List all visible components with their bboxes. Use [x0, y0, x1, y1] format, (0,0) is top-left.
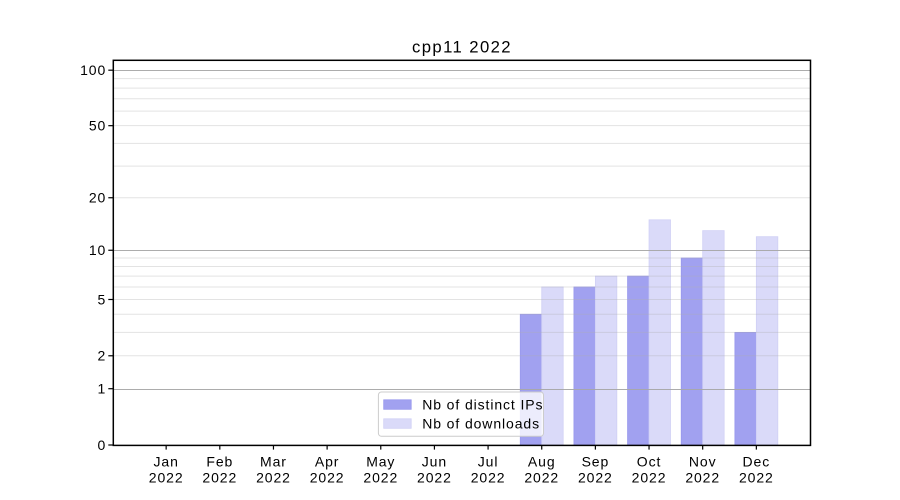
svg-text:Dec: Dec — [743, 454, 771, 470]
svg-text:Sep: Sep — [582, 454, 610, 470]
svg-text:20: 20 — [89, 190, 106, 206]
svg-text:2022: 2022 — [363, 470, 398, 486]
svg-text:Jul: Jul — [478, 454, 499, 470]
svg-text:Feb: Feb — [206, 454, 233, 470]
svg-text:2022: 2022 — [310, 470, 345, 486]
svg-text:50: 50 — [89, 118, 106, 134]
svg-text:cpp11 2022: cpp11 2022 — [412, 38, 512, 57]
svg-text:Jan: Jan — [154, 454, 179, 470]
svg-text:100: 100 — [80, 62, 106, 78]
svg-text:2022: 2022 — [578, 470, 613, 486]
svg-text:1: 1 — [98, 381, 107, 397]
svg-text:Nb of distinct IPs: Nb of distinct IPs — [422, 396, 543, 412]
svg-text:2022: 2022 — [417, 470, 452, 486]
svg-text:May: May — [366, 454, 395, 470]
svg-text:2022: 2022 — [685, 470, 720, 486]
svg-text:Apr: Apr — [315, 454, 340, 470]
svg-text:0: 0 — [98, 437, 107, 453]
svg-text:Nov: Nov — [689, 454, 717, 470]
svg-text:2022: 2022 — [202, 470, 237, 486]
svg-text:5: 5 — [98, 291, 107, 307]
svg-text:Aug: Aug — [528, 454, 556, 470]
svg-text:Mar: Mar — [260, 454, 287, 470]
svg-text:Jun: Jun — [422, 454, 447, 470]
svg-text:2022: 2022 — [149, 470, 184, 486]
svg-text:2022: 2022 — [739, 470, 774, 486]
svg-text:2022: 2022 — [524, 470, 559, 486]
svg-text:2: 2 — [98, 348, 107, 364]
svg-text:Oct: Oct — [637, 454, 661, 470]
svg-text:Nb of downloads: Nb of downloads — [422, 415, 540, 431]
svg-text:2022: 2022 — [632, 470, 667, 486]
svg-text:2022: 2022 — [471, 470, 506, 486]
svg-text:2022: 2022 — [256, 470, 291, 486]
svg-text:10: 10 — [89, 242, 106, 258]
